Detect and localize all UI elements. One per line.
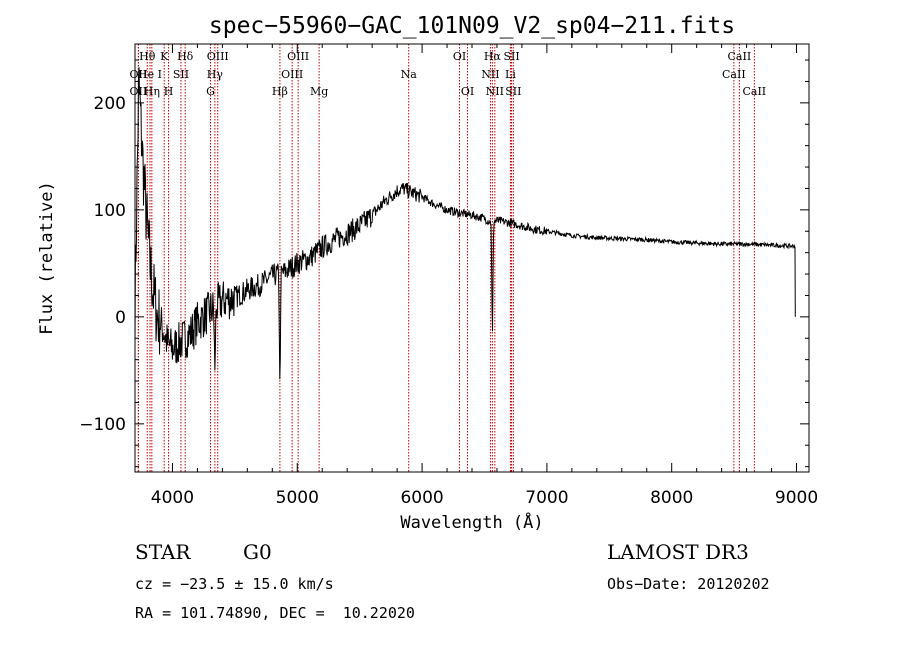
- x-axis-label: Wavelength (Å): [400, 511, 543, 533]
- emission-line-label: NII: [486, 85, 504, 98]
- plot-frame: [134, 43, 810, 473]
- y-tick-label: 100: [94, 201, 126, 221]
- emission-line-label: K: [160, 50, 169, 63]
- coordinates: RA = 101.74890, DEC = 10.22020: [135, 604, 415, 622]
- emission-line-label: OI: [461, 85, 474, 98]
- emission-line-label: OIII: [281, 68, 303, 81]
- emission-line-label: Hδ: [177, 50, 194, 63]
- y-tick-label: −100: [79, 415, 126, 435]
- y-tick-label: 0: [115, 308, 126, 328]
- x-tick-label: 6000: [400, 488, 443, 508]
- emission-line-label: Hη: [144, 85, 160, 98]
- emission-line-label: Hβ: [272, 85, 288, 98]
- emission-line-label: Li: [505, 68, 516, 81]
- emission-line-label: Na: [401, 68, 418, 81]
- emission-line-label: OI: [453, 50, 466, 63]
- emission-line-label: CaII: [728, 50, 752, 63]
- emission-line-label: SII: [173, 68, 189, 81]
- emission-line-label: He I: [138, 68, 162, 81]
- spectrum-series-line: [134, 67, 796, 380]
- x-tick-label: 7000: [525, 488, 568, 508]
- emission-line-label: CaII: [742, 85, 766, 98]
- x-tick-label: 4000: [151, 488, 194, 508]
- x-tick-label: 5000: [276, 488, 319, 508]
- y-tick-label: 200: [94, 94, 126, 114]
- emission-line-label: G: [206, 85, 215, 98]
- emission-line-label: H: [164, 85, 174, 98]
- emission-line-label: Hα: [484, 50, 502, 63]
- emission-line-label: CaII: [722, 68, 746, 81]
- emission-line-label: OIII: [207, 50, 229, 63]
- observation-date: Obs−Date: 20120202: [607, 575, 770, 593]
- x-tick-label: 9000: [775, 488, 818, 508]
- axis-tick-labels: 4000 5000 6000 7000 8000 9000 −100 0 100 200: [79, 94, 818, 508]
- emission-line-label: Hθ: [139, 50, 156, 63]
- x-tick-label: 8000: [650, 488, 693, 508]
- emission-line-label: OIII: [287, 50, 309, 63]
- emission-line-label: Mg: [310, 85, 328, 98]
- y-axis-label: Flux (relative): [37, 181, 57, 335]
- survey-name: LAMOST DR3: [607, 540, 749, 564]
- emission-line-markers: [137, 44, 755, 472]
- emission-line-label: SII: [505, 85, 521, 98]
- emission-line-label: Hγ: [207, 68, 224, 81]
- chart-title: spec−55960−GAC_101N09_V2_sp04−211.fits: [209, 13, 735, 39]
- axis-ticks: [135, 44, 809, 472]
- object-subclass: G0: [243, 540, 272, 564]
- redshift-velocity: cz = −23.5 ± 15.0 km/s: [135, 575, 334, 593]
- emission-line-label: NII: [481, 68, 499, 81]
- object-class: STAR: [135, 540, 191, 564]
- emission-line-label: SII: [503, 50, 519, 63]
